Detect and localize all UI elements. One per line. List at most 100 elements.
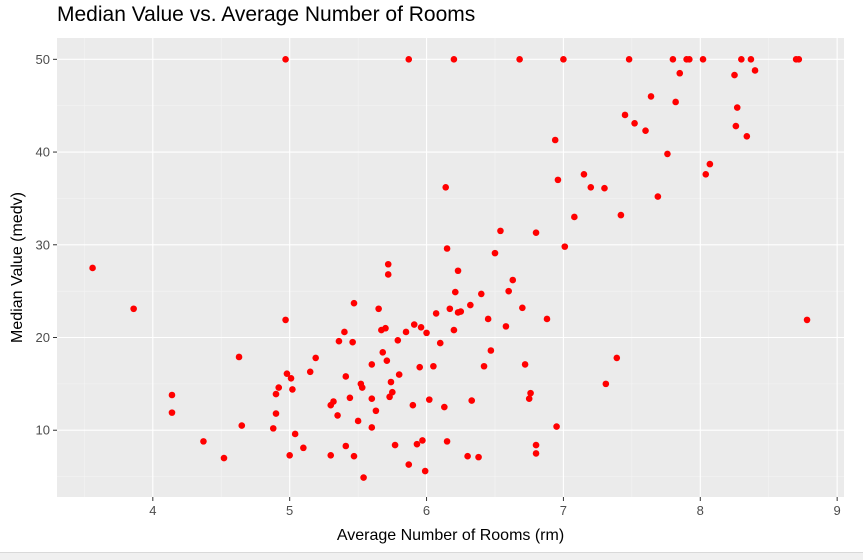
y-tick-label: 20 bbox=[36, 330, 50, 345]
data-point bbox=[395, 371, 403, 378]
data-point bbox=[686, 56, 693, 63]
data-point bbox=[477, 290, 485, 298]
data-point bbox=[269, 425, 277, 432]
data-point bbox=[282, 56, 289, 63]
data-point bbox=[168, 409, 176, 416]
data-point bbox=[654, 193, 662, 200]
y-tick-label: 50 bbox=[36, 52, 50, 67]
data-point bbox=[505, 287, 512, 295]
data-point bbox=[430, 362, 437, 370]
data-point bbox=[669, 56, 677, 63]
data-point bbox=[130, 305, 137, 313]
data-point bbox=[491, 249, 499, 257]
data-point bbox=[432, 310, 440, 317]
data-point bbox=[443, 438, 451, 445]
data-point bbox=[587, 183, 595, 191]
data-point bbox=[442, 183, 450, 191]
data-point bbox=[282, 316, 289, 324]
data-point bbox=[405, 56, 413, 63]
data-point bbox=[416, 363, 424, 371]
data-point bbox=[368, 395, 376, 403]
data-point bbox=[631, 120, 638, 127]
data-point bbox=[425, 396, 433, 403]
data-point bbox=[525, 395, 533, 403]
data-point bbox=[350, 452, 358, 460]
data-point bbox=[334, 412, 341, 419]
data-point bbox=[200, 438, 207, 445]
data-point bbox=[330, 398, 337, 405]
data-point bbox=[468, 397, 476, 404]
data-point bbox=[275, 384, 283, 391]
x-tick-label: 4 bbox=[149, 503, 156, 518]
data-point bbox=[467, 301, 474, 309]
data-point bbox=[450, 56, 458, 63]
data-point bbox=[379, 349, 387, 356]
data-point bbox=[699, 56, 707, 63]
chart-title: Median Value vs. Average Number of Rooms bbox=[57, 3, 476, 26]
data-point bbox=[519, 304, 526, 312]
grid-lines bbox=[57, 38, 844, 497]
data-point bbox=[484, 315, 492, 323]
data-point bbox=[387, 378, 395, 386]
data-point bbox=[358, 384, 366, 391]
data-point bbox=[446, 305, 454, 313]
data-point bbox=[553, 423, 560, 430]
data-point bbox=[451, 288, 459, 296]
data-point bbox=[621, 111, 629, 119]
data-point bbox=[702, 171, 710, 178]
data-point bbox=[509, 276, 517, 284]
data-point bbox=[795, 56, 803, 63]
data-point bbox=[368, 424, 376, 431]
data-point bbox=[384, 260, 392, 268]
data-point bbox=[521, 361, 529, 368]
x-tick-label: 7 bbox=[560, 503, 567, 518]
data-point bbox=[580, 171, 588, 178]
data-point bbox=[676, 69, 684, 77]
data-point bbox=[803, 316, 811, 324]
data-point bbox=[168, 391, 176, 399]
data-point bbox=[532, 441, 540, 449]
plot-panel bbox=[57, 38, 844, 497]
y-axis: 10 20 30 40 50 bbox=[36, 52, 57, 438]
data-point bbox=[617, 211, 625, 219]
data-point bbox=[527, 389, 534, 397]
data-point bbox=[372, 407, 380, 415]
data-point bbox=[383, 357, 391, 364]
data-point bbox=[543, 315, 551, 323]
data-point bbox=[625, 56, 633, 63]
data-point bbox=[551, 136, 559, 144]
data-point bbox=[738, 56, 745, 63]
data-point bbox=[89, 264, 96, 272]
data-point bbox=[421, 467, 429, 475]
data-point bbox=[554, 176, 562, 184]
data-point bbox=[283, 370, 291, 377]
data-point bbox=[419, 437, 426, 444]
data-point bbox=[450, 326, 458, 334]
data-point bbox=[238, 422, 246, 429]
data-point bbox=[272, 390, 280, 398]
data-point bbox=[560, 56, 567, 63]
y-axis-title: Median Value (medv) bbox=[9, 192, 26, 343]
x-axis-title: Average Number of Rooms (rm) bbox=[337, 527, 564, 544]
data-point bbox=[423, 329, 430, 337]
data-point bbox=[706, 160, 714, 168]
data-point bbox=[436, 339, 444, 347]
data-point bbox=[475, 453, 482, 461]
data-point bbox=[502, 323, 510, 330]
data-point bbox=[291, 430, 299, 438]
data-point bbox=[457, 308, 465, 315]
data-point bbox=[613, 354, 621, 362]
data-point bbox=[306, 368, 314, 376]
data-point bbox=[409, 401, 417, 409]
data-point bbox=[443, 245, 451, 252]
data-point bbox=[664, 150, 671, 158]
data-point bbox=[532, 229, 540, 237]
data-point bbox=[672, 98, 679, 106]
data-point bbox=[272, 410, 280, 417]
data-point bbox=[382, 324, 389, 332]
data-point bbox=[751, 67, 759, 74]
data-point bbox=[516, 56, 523, 63]
x-tick-label: 8 bbox=[697, 503, 704, 518]
y-tick-label: 40 bbox=[36, 145, 50, 160]
